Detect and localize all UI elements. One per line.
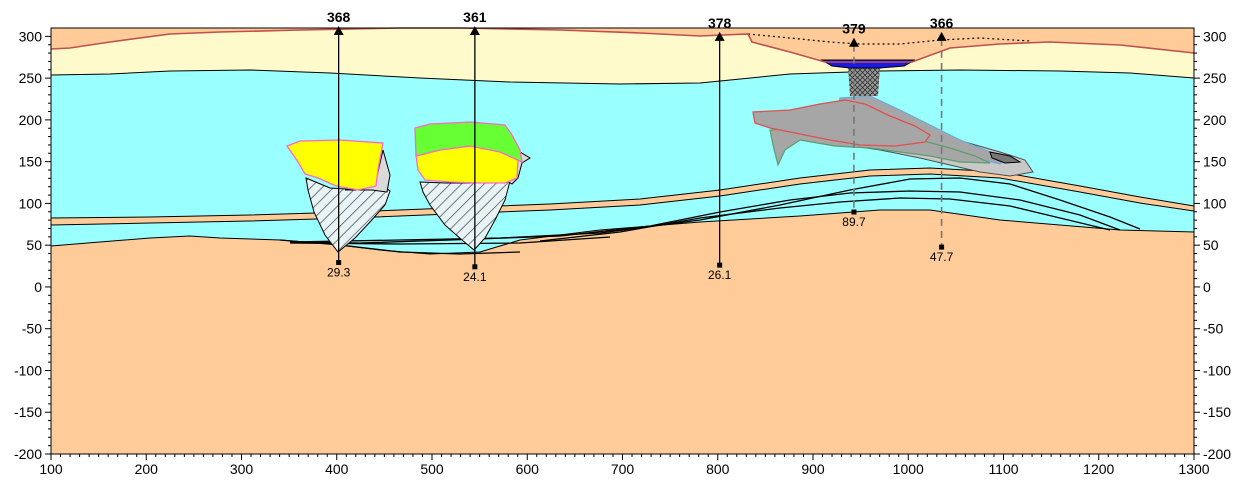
y-tick-label-right: 200 — [1203, 112, 1227, 128]
x-tick-label: 1000 — [893, 461, 924, 477]
y-tick-label-left: 100 — [19, 195, 43, 211]
ore-body-yellow — [285, 139, 384, 191]
borehole-depth-label: 47.7 — [930, 250, 954, 264]
borehole-361: 361 24.1 — [463, 9, 487, 284]
x-tick-label: 1200 — [1083, 461, 1114, 477]
y-axis-left: 300 250 200 150 100 50 0 -50 -100 -150 -200 — [14, 28, 51, 462]
borehole-depth-label: 26.1 — [708, 268, 732, 282]
x-tick-label: 500 — [420, 461, 444, 477]
borehole-depth-label: 29.3 — [327, 265, 351, 279]
borehole-366: 366 47.7 — [930, 15, 954, 264]
borehole-id-label: 366 — [930, 15, 954, 31]
x-tick-label: 100 — [39, 461, 63, 477]
y-tick-label-right: 100 — [1203, 195, 1227, 211]
borehole-378: 378 26.1 — [708, 15, 732, 282]
x-tick-label: 700 — [611, 461, 635, 477]
x-tick-label: 200 — [135, 461, 159, 477]
borehole-368: 368 29.3 — [327, 9, 351, 279]
borehole-id-label: 361 — [463, 9, 487, 25]
topo-surface-line — [50, 27, 1195, 63]
y-tick-label-right: 250 — [1203, 70, 1227, 86]
ore-body-green — [414, 121, 523, 164]
y-tick-label-left: -200 — [14, 446, 42, 462]
y-tick-label-left: 150 — [19, 154, 43, 170]
y-tick-label-left: 0 — [34, 279, 42, 295]
boreholes: 368 29.3 361 24.1 378 26.1 379 89.7 366 47.7 — [327, 9, 954, 284]
y-tick-label-right: 0 — [1203, 279, 1211, 295]
borehole-depth-label: 24.1 — [463, 270, 487, 284]
y-tick-label-right: -150 — [1203, 404, 1231, 420]
borehole-bottom-marker — [851, 209, 857, 215]
y-tick-label-right: -50 — [1203, 321, 1223, 337]
borehole-collar-triangle — [469, 26, 480, 36]
borehole-bottom-marker — [336, 259, 342, 265]
y-tick-label-left: -50 — [22, 321, 42, 337]
x-tick-label: 400 — [325, 461, 349, 477]
borehole-collar-triangle — [333, 26, 344, 36]
y-tick-label-right: 300 — [1203, 28, 1227, 44]
ore-body-dark-tip — [989, 151, 1022, 164]
pit-dotted-surface — [747, 33, 1031, 45]
bedrock-contact — [279, 239, 521, 255]
x-tick-label: 1100 — [988, 461, 1018, 477]
x-tick-label: 800 — [706, 461, 730, 477]
y-tick-label-right: 150 — [1203, 154, 1227, 170]
ore-body-gray-red-edge — [752, 99, 931, 147]
y-tick-label-right: -100 — [1203, 362, 1231, 378]
y-tick-label-left: 50 — [26, 237, 42, 253]
y-axis-right: 300 250 200 150 100 50 0 -50 -100 -150 -200 — [1194, 28, 1231, 462]
x-tick-label: 300 — [230, 461, 254, 477]
borehole-bottom-marker — [472, 264, 478, 270]
y-tick-label-left: 300 — [19, 28, 43, 44]
y-tick-label-left: -150 — [14, 404, 42, 420]
x-tick-label: 900 — [801, 461, 825, 477]
borehole-id-label: 379 — [842, 21, 866, 37]
y-tick-label-right: -200 — [1203, 446, 1231, 462]
x-tick-label: 1300 — [1178, 461, 1209, 477]
borehole-collar-triangle — [848, 37, 859, 47]
borehole-379: 379 89.7 — [842, 21, 866, 229]
borehole-bottom-marker — [717, 262, 723, 268]
surface-layer — [51, 28, 1194, 84]
borehole-collar-triangle — [714, 31, 725, 41]
y-tick-label-left: 200 — [19, 112, 43, 128]
pit-crosshatch — [848, 66, 880, 96]
x-tick-label: 600 — [516, 461, 540, 477]
borehole-depth-label: 89.7 — [842, 215, 866, 229]
lower-bed-line — [289, 190, 1121, 244]
borehole-bottom-marker — [939, 244, 945, 250]
y-tick-label-right: 50 — [1203, 237, 1219, 253]
x-axis: 100 200 300 400 500 600 700 800 900 1000 1100 1200 1… — [39, 454, 1210, 477]
y-tick-label-left: 250 — [19, 70, 43, 86]
lower-bed-line — [539, 197, 1111, 242]
borehole-id-label: 368 — [327, 9, 351, 25]
borehole-id-label: 378 — [708, 15, 732, 31]
y-tick-label-left: -100 — [14, 362, 42, 378]
borehole-collar-triangle — [936, 31, 947, 41]
